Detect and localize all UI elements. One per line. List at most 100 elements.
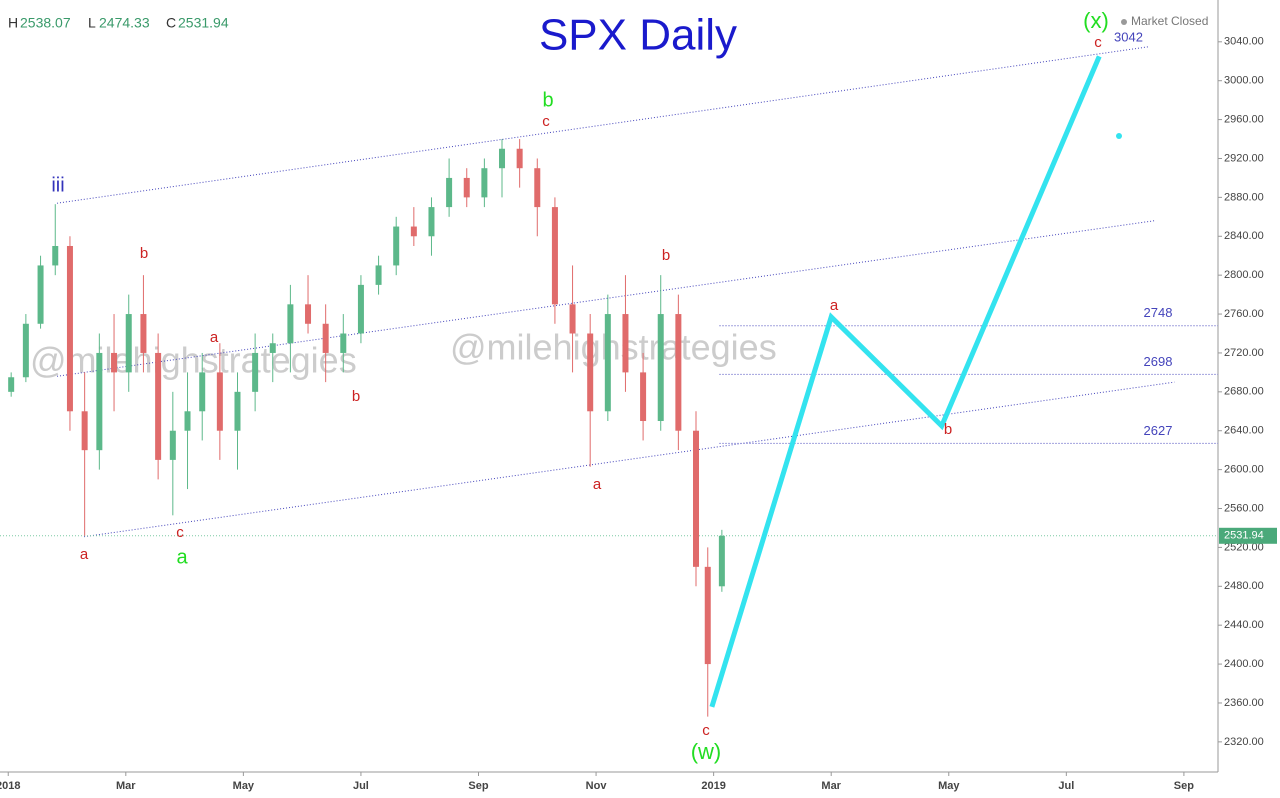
y-tick-label: 2680.00 [1224,386,1264,398]
candle-body [52,245,59,266]
candle-body [393,226,400,266]
market-status: Market Closed [1131,14,1208,28]
target-label: 3042 [1114,29,1143,44]
channel-line [83,381,1175,538]
y-tick-label: 2480.00 [1224,580,1264,592]
channel-line [56,46,1150,204]
level-label: 2627 [1144,423,1173,438]
candle-body [693,430,699,567]
candle-body [305,304,312,324]
candle-body [66,245,73,412]
candle-body [22,323,29,378]
chart-title: SPX Daily [539,11,737,60]
wave-label: c [542,113,550,130]
x-tick-label: Mar [116,780,136,792]
candle-body [463,177,470,198]
wave-label: a [80,546,89,563]
ohlc-label: H [8,15,18,31]
wave-label: c [176,524,184,541]
wave-label: a [830,297,839,314]
x-tick-label: Sep [468,780,488,792]
y-tick-label: 2960.00 [1224,113,1264,125]
wave-label: (w) [691,739,722,764]
level-label: 2748 [1144,305,1173,320]
x-tick-label: 2019 [701,780,725,792]
candle-body [252,352,259,392]
x-tick-label: Jul [1058,780,1074,792]
watermark: @milehighstrategies [30,340,357,381]
candle-body [125,314,132,373]
candle-body [96,352,103,451]
projection-line [709,55,1102,708]
candle-body [516,148,523,169]
candle-body [287,304,294,344]
y-tick-label: 2600.00 [1224,464,1264,476]
wave-label: b [662,247,670,264]
candle-body [322,323,329,353]
y-tick-label: 2400.00 [1224,658,1264,670]
candle-body [675,314,682,431]
watermark: @milehighstrategies [450,327,777,368]
x-tick-label: May [233,780,255,792]
candle-body [657,314,664,422]
candle-body [569,304,576,334]
candle-body [622,314,629,373]
candle-body [234,391,241,431]
ohlc-label: C [166,15,176,31]
y-tick-label: 2320.00 [1224,736,1264,748]
last-price-box [1219,527,1277,544]
ohlc-value: 2531.94 [178,15,229,31]
candle-body [37,265,44,324]
wave-label: (x) [1083,8,1109,33]
x-tick-label: May [938,780,960,792]
candle-body [704,566,711,665]
y-tick-label: 2360.00 [1224,697,1264,709]
wave-label: c [702,722,710,739]
candle-body [428,207,435,237]
candle-body [81,411,88,451]
wave-label: b [140,245,148,262]
candle-body [640,372,647,422]
y-tick-label: 2840.00 [1224,230,1264,242]
candle-body [718,535,725,587]
candle-body [216,372,223,431]
candle-body [410,226,417,237]
candle-body [199,372,206,412]
wave-label: a [593,476,602,493]
candle-body [446,177,453,208]
candle-body [375,265,382,285]
x-tick-label: Nov [586,780,608,792]
wave-label: a [176,546,188,568]
projection-dot [1116,133,1122,139]
y-tick-label: 3040.00 [1224,36,1264,48]
y-tick-label: 2440.00 [1224,619,1264,631]
y-tick-label: 2920.00 [1224,152,1264,164]
candle-body [587,333,594,412]
y-tick-label: 2800.00 [1224,269,1264,281]
candle-body [140,314,147,353]
wave-label: iii [51,174,64,196]
candle-body [155,352,162,460]
wave-label: a [210,329,219,346]
candle-body [169,430,176,460]
y-tick-label: 2720.00 [1224,347,1264,359]
y-tick-label: 3000.00 [1224,75,1264,87]
wave-label: b [542,89,553,111]
x-tick-label: Mar [821,780,841,792]
ohlc-value: 2538.07 [20,15,71,31]
x-tick-label: Jul [353,780,369,792]
candle-body [481,168,488,198]
candle-body [534,168,541,208]
y-tick-label: 2760.00 [1224,308,1264,320]
wave-label: b [944,421,952,438]
candle-body [604,314,611,412]
candle-body [357,284,364,334]
candle-body [269,343,276,353]
candle-body [551,207,558,305]
y-tick-label: 2880.00 [1224,191,1264,203]
y-tick-label: 2520.00 [1224,541,1264,553]
wave-label: b [352,388,360,405]
y-tick-label: 2640.00 [1224,425,1264,437]
candle-body [184,411,191,431]
